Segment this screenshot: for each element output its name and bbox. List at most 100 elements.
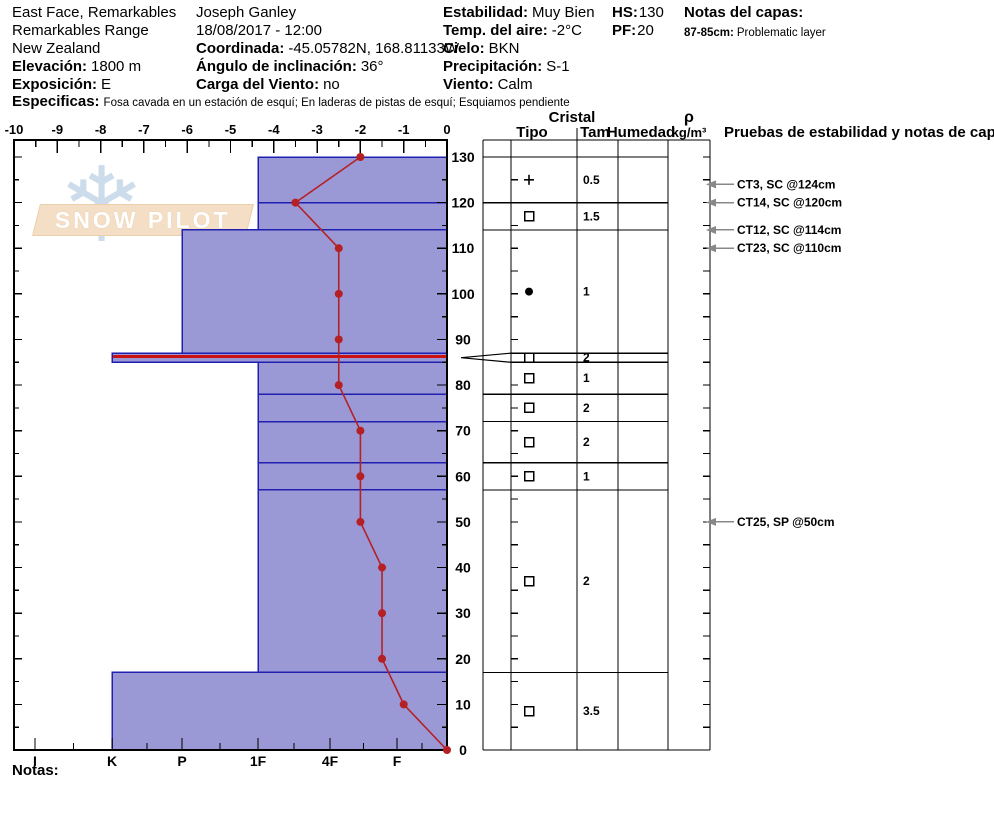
temperature-point bbox=[378, 563, 387, 572]
layer-bar-72-63 bbox=[257, 420, 448, 464]
depth-axis-label: 10 bbox=[455, 696, 471, 712]
grain-dot-icon bbox=[525, 287, 533, 296]
temperature-point bbox=[334, 335, 343, 344]
temperature-point bbox=[378, 654, 387, 663]
layer-bar-120-114 bbox=[257, 201, 448, 231]
field-sky: Cielo: BKN bbox=[443, 40, 520, 57]
table-header-rho: ρ bbox=[684, 109, 694, 126]
layer-bar-63-57 bbox=[257, 461, 448, 491]
grain-size-value: 1 bbox=[583, 371, 590, 385]
test-arrow-head bbox=[706, 180, 716, 189]
temperature-point bbox=[356, 517, 365, 526]
pit-name: East Face, Remarkables bbox=[12, 4, 177, 21]
depth-axis-label: 130 bbox=[451, 149, 475, 165]
stability-test-note: CT23, SC @110cm bbox=[737, 241, 841, 255]
test-arrow-head bbox=[706, 244, 716, 253]
hardness-axis-label: K bbox=[107, 753, 117, 769]
stability-test-note: CT14, SC @120cm bbox=[737, 196, 842, 210]
table-header-humedad: Humedad bbox=[607, 124, 675, 141]
temp-axis-label: -7 bbox=[138, 122, 150, 137]
field-aspect: Exposición: E bbox=[12, 76, 112, 93]
field-specifics: Especificas: Fosa cavada en un estación d… bbox=[12, 93, 570, 110]
hardness-axis-label: P bbox=[177, 753, 186, 769]
hardness-axis-label: F bbox=[393, 753, 402, 769]
field-slope-angle: Ángulo de inclinación: 36° bbox=[196, 58, 384, 75]
depth-axis-label: 110 bbox=[452, 240, 475, 256]
temp-axis-label: -5 bbox=[225, 122, 237, 137]
depth-axis-label: 120 bbox=[451, 195, 475, 211]
table-header-tipo: Tipo bbox=[516, 124, 547, 141]
temperature-point bbox=[334, 289, 343, 298]
depth-axis-label: 90 bbox=[455, 331, 471, 347]
stability-test-note: CT3, SC @124cm bbox=[737, 177, 835, 191]
layer-bar-85-78 bbox=[257, 361, 448, 395]
field-coordinates: Coordinada: -45.05782N, 168.81133W bbox=[196, 40, 460, 57]
temperature-point bbox=[378, 609, 387, 618]
temp-axis-label: -9 bbox=[52, 122, 64, 137]
temp-axis-label: -4 bbox=[268, 122, 280, 137]
temperature-line bbox=[294, 156, 448, 751]
temp-axis-label: -10 bbox=[5, 122, 24, 137]
grain-size-value: 2 bbox=[583, 401, 590, 415]
table-header-cristal: Cristal bbox=[549, 109, 596, 126]
field-hs: HS:130 bbox=[612, 4, 664, 21]
footer-notes-label: Notas: bbox=[12, 762, 59, 779]
temp-axis-label: -6 bbox=[181, 122, 193, 137]
temperature-point bbox=[399, 700, 408, 709]
depth-axis-label: 80 bbox=[455, 377, 471, 393]
observer-name: Joseph Ganley bbox=[196, 4, 297, 21]
layer-bar-114-87 bbox=[181, 229, 448, 354]
temp-axis-label: 0 bbox=[443, 122, 450, 137]
pit-datetime: 18/08/2017 - 12:00 bbox=[196, 22, 322, 39]
field-precip: Precipitación: S-1 bbox=[443, 58, 570, 75]
hardness-axis-label: 1F bbox=[250, 753, 267, 769]
grain-size-value: 2 bbox=[583, 351, 590, 365]
grain-square-icon bbox=[523, 705, 535, 717]
grain-square-icon bbox=[523, 211, 535, 222]
stability-test-note: CT25, SP @50cm bbox=[737, 515, 835, 529]
grain-square-icon bbox=[523, 471, 535, 482]
depth-axis-label: 50 bbox=[455, 514, 471, 530]
temperature-point bbox=[356, 472, 365, 481]
hardness-axis-label: I bbox=[33, 753, 37, 769]
grain-size-value: 1 bbox=[583, 285, 590, 299]
temperature-point bbox=[356, 153, 365, 161]
field-stability: Estabilidad: Muy Bien bbox=[443, 4, 595, 21]
layer-note: 87-85cm: Problematic layer bbox=[684, 27, 826, 39]
temp-axis-label: -3 bbox=[311, 122, 323, 137]
grain-size-value: 3.5 bbox=[583, 704, 600, 718]
grain-size-value: 1.5 bbox=[583, 209, 600, 223]
test-arrow-head bbox=[706, 198, 716, 207]
problematic-layer-notch bbox=[460, 352, 512, 363]
temp-axis-label: -2 bbox=[355, 122, 367, 137]
depth-axis-label: 60 bbox=[455, 468, 471, 484]
grain-square-icon bbox=[523, 352, 535, 363]
temperature-point bbox=[443, 746, 451, 754]
layer-bar-130-120 bbox=[257, 156, 448, 204]
field-elevation: Elevación: 1800 m bbox=[12, 58, 142, 75]
grain-square-icon bbox=[523, 575, 535, 587]
snowpilot-watermark: ❄ SNOW PILOT bbox=[30, 148, 260, 270]
depth-axis-label: 20 bbox=[455, 651, 471, 667]
range-name: Remarkables Range bbox=[12, 22, 149, 39]
grain-size-value: 2 bbox=[583, 435, 590, 449]
test-arrow-head bbox=[706, 517, 716, 526]
depth-axis-label: 70 bbox=[455, 423, 471, 439]
layer-bar-57-17 bbox=[257, 489, 448, 674]
layer-notes-title: Notas del capas: bbox=[684, 4, 804, 21]
country-name: New Zealand bbox=[12, 40, 101, 57]
depth-axis-label: 0 bbox=[459, 742, 467, 758]
field-wind: Viento: Calm bbox=[443, 76, 533, 93]
temperature-point bbox=[334, 244, 343, 253]
table-header-tam: Tam bbox=[580, 124, 610, 141]
temperature-point bbox=[334, 381, 343, 390]
grain-square-icon bbox=[523, 372, 535, 384]
grain-size-value: 0.5 bbox=[583, 173, 600, 187]
temperature-point bbox=[356, 426, 365, 435]
table-header-rho-unit: kg/m³ bbox=[672, 125, 707, 140]
field-pf: PF:20 bbox=[612, 22, 654, 39]
table-header-pruebas: Pruebas de estabilidad y notas de capa bbox=[724, 124, 994, 141]
test-arrow-head bbox=[706, 225, 716, 234]
